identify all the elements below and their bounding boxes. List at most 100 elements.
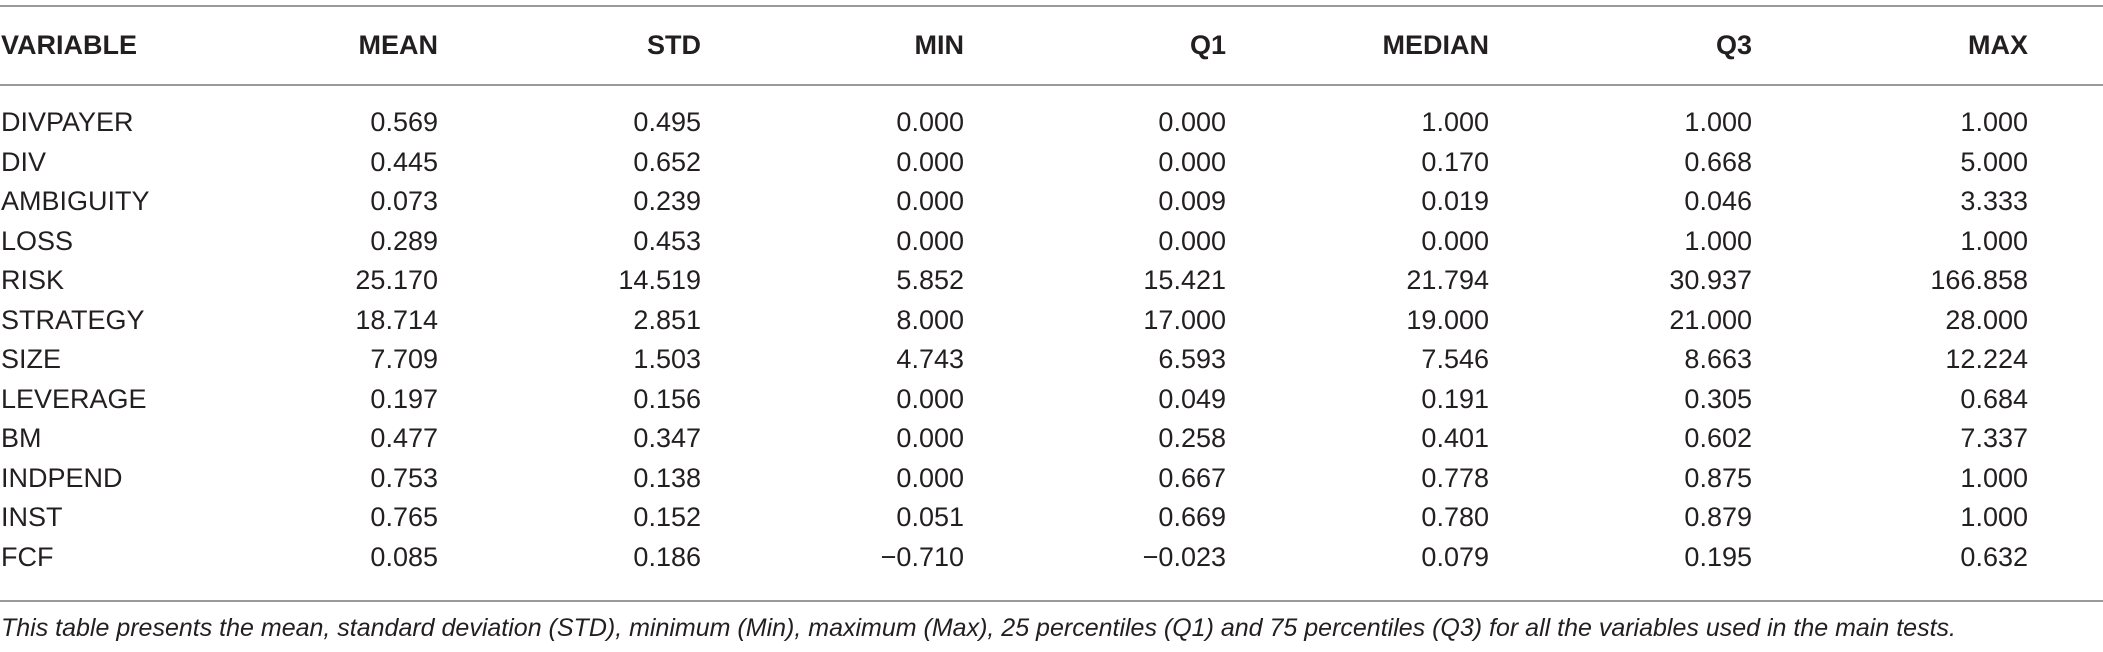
cell-min: 0.051: [896, 502, 964, 533]
table-note: This table presents the mean, standard d…: [1, 614, 1956, 642]
table-row: LEVERAGE 0.197 0.156 0.000 0.049 0.191 0.305 0.…: [0, 380, 2103, 420]
cell-median: 0.079: [1421, 541, 1489, 572]
cell-median: 0.170: [1421, 146, 1489, 177]
cell-mean: 0.289: [370, 225, 438, 256]
row-spacer: [2028, 222, 2103, 262]
cell-mean: 25.170: [355, 265, 438, 296]
cell-q3: 1.000: [1684, 107, 1752, 138]
cell-min: 0.000: [896, 462, 964, 493]
cell-q3: 0.668: [1684, 146, 1752, 177]
cell-variable: BM: [1, 423, 42, 454]
cell-mean: 0.073: [370, 186, 438, 217]
cell-mean: 7.709: [370, 344, 438, 375]
header-spacer: [2028, 6, 2103, 84]
cell-min: 0.000: [896, 383, 964, 414]
cell-q3: 8.663: [1684, 344, 1752, 375]
cell-min: 0.000: [896, 107, 964, 138]
cell-q3: 0.879: [1684, 502, 1752, 533]
table-row: FCF 0.085 0.186 −0.710 −0.023 0.079 0.195 0.632: [0, 538, 2103, 578]
cell-variable: SIZE: [1, 344, 62, 375]
bottom-rule: [0, 600, 2103, 602]
cell-max: 12.224: [1945, 344, 2028, 375]
cell-median: 19.000: [1406, 304, 1489, 335]
table-row: LOSS 0.289 0.453 0.000 0.000 0.000 1.000 1.000: [0, 222, 2103, 262]
row-spacer: [2028, 84, 2103, 143]
cell-min: 4.743: [896, 344, 964, 375]
row-spacer: [2028, 261, 2103, 301]
header-rule: [0, 84, 2103, 86]
table-body: DIVPAYER 0.569 0.495 0.000 0.000 1.000 1.000 1.…: [0, 84, 2103, 577]
cell-variable: RISK: [1, 265, 65, 296]
cell-median: 1.000: [1421, 107, 1489, 138]
header-cell-q1: Q1: [1189, 29, 1226, 60]
cell-median: 0.780: [1421, 502, 1489, 533]
cell-median: 21.794: [1406, 265, 1489, 296]
cell-min: −0.710: [880, 541, 964, 572]
row-spacer: [2028, 498, 2103, 538]
cell-min: 8.000: [896, 304, 964, 335]
cell-max: 3.333: [1960, 186, 2028, 217]
cell-std: 14.519: [618, 265, 701, 296]
cell-max: 28.000: [1945, 304, 2028, 335]
header-cell-max: MAX: [1968, 29, 2028, 60]
cell-std: 0.239: [633, 186, 701, 217]
row-spacer: [2028, 143, 2103, 183]
table-row: STRATEGY 18.714 2.851 8.000 17.000 19.000 21.0…: [0, 301, 2103, 341]
cell-variable: FCF: [1, 541, 54, 572]
cell-variable: DIV: [1, 146, 47, 177]
cell-max: 0.684: [1960, 383, 2028, 414]
cell-std: 0.652: [633, 146, 701, 177]
table-row: DIVPAYER 0.569 0.495 0.000 0.000 1.000 1.000 1.…: [0, 84, 2103, 143]
header-cell-min: MIN: [914, 29, 965, 60]
cell-q3: 0.195: [1684, 541, 1752, 572]
row-spacer: [2028, 538, 2103, 578]
cell-q1: 0.258: [1158, 423, 1226, 454]
cell-variable: LEVERAGE: [1, 383, 147, 414]
cell-mean: 0.085: [370, 541, 438, 572]
row-spacer: [2028, 182, 2103, 222]
cell-variable: INDPEND: [1, 462, 123, 493]
cell-mean: 0.765: [370, 502, 438, 533]
cell-q1: 6.593: [1158, 344, 1226, 375]
header-cell-variable: VARIABLE: [1, 29, 138, 60]
cell-mean: 0.569: [370, 107, 438, 138]
cell-q1: 0.667: [1158, 462, 1226, 493]
cell-mean: 0.753: [370, 462, 438, 493]
row-spacer: [2028, 459, 2103, 499]
cell-max: 0.632: [1960, 541, 2028, 572]
cell-std: 0.495: [633, 107, 701, 138]
cell-median: 0.019: [1421, 186, 1489, 217]
row-spacer: [2028, 301, 2103, 341]
cell-min: 0.000: [896, 423, 964, 454]
cell-q3: 0.875: [1684, 462, 1752, 493]
row-spacer: [2028, 340, 2103, 380]
cell-min: 0.000: [896, 146, 964, 177]
cell-min: 0.000: [896, 225, 964, 256]
cell-max: 1.000: [1960, 502, 2028, 533]
cell-mean: 0.477: [370, 423, 438, 454]
cell-std: 0.186: [633, 541, 701, 572]
table-row: AMBIGUITY 0.073 0.239 0.000 0.009 0.019 0.046 3…: [0, 182, 2103, 222]
row-spacer: [2028, 380, 2103, 420]
cell-q3: 21.000: [1669, 304, 1752, 335]
cell-median: 0.000: [1421, 225, 1489, 256]
cell-max: 1.000: [1960, 225, 2028, 256]
cell-q1: 15.421: [1143, 265, 1226, 296]
cell-max: 1.000: [1960, 107, 2028, 138]
descriptive-statistics-table: VARIABLE MEAN STD MIN Q1 MEDIAN Q3 MAX D…: [0, 6, 2103, 577]
cell-q1: 0.000: [1158, 225, 1226, 256]
header-row: VARIABLE MEAN STD MIN Q1 MEDIAN Q3 MAX: [0, 6, 2103, 84]
cell-mean: 18.714: [355, 304, 438, 335]
cell-q3: 0.602: [1684, 423, 1752, 454]
cell-median: 0.778: [1421, 462, 1489, 493]
table-row: DIV 0.445 0.652 0.000 0.000 0.170 0.668 5.000: [0, 143, 2103, 183]
table-row: BM 0.477 0.347 0.000 0.258 0.401 0.602 7.337: [0, 419, 2103, 459]
cell-q1: 17.000: [1143, 304, 1226, 335]
cell-mean: 0.197: [370, 383, 438, 414]
cell-q1: 0.669: [1158, 502, 1226, 533]
cell-std: 0.152: [633, 502, 701, 533]
cell-q1: 0.009: [1158, 186, 1226, 217]
cell-min: 5.852: [896, 265, 964, 296]
row-spacer: [2028, 419, 2103, 459]
